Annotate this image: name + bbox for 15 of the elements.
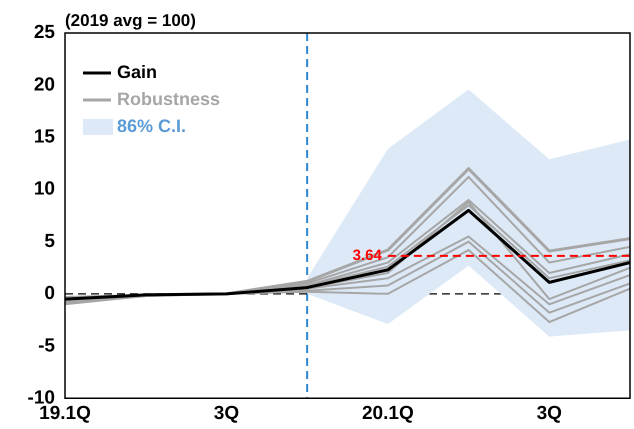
y-tick-label: 5 [44,230,56,252]
x-tick-label: 3Q [214,402,240,424]
y-tick-label: -5 [38,335,56,356]
legend-label: Robustness [117,88,220,109]
x-tick-label: 3Q [536,402,562,424]
x-tick-label: 20.1Q [362,402,414,424]
legend-label: Gain [117,62,158,82]
annotation: 86% C.I. [117,116,186,136]
y-tick-label: 15 [34,126,56,148]
data-label: 3.64 [352,247,383,264]
y-tick-label: 25 [34,22,56,44]
y-tick-label: 10 [34,178,55,200]
y-tick-label: 20 [34,74,55,96]
y-tick-label: 0 [44,283,55,304]
chart-title: (2019 avg = 100) [65,11,196,30]
